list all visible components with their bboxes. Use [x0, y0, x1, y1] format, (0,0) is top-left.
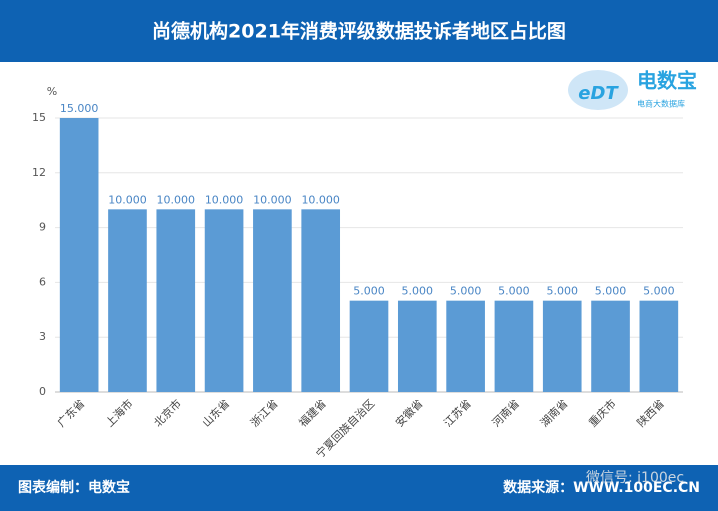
value-label: 10.000	[157, 193, 196, 206]
header-bar	[0, 0, 718, 62]
bar	[591, 300, 630, 392]
watermark: 微信号: i100ec	[586, 470, 684, 486]
bar	[639, 300, 679, 392]
bar	[253, 209, 292, 392]
y-tick-label: 0	[39, 385, 46, 398]
value-label: 5.000	[595, 285, 627, 298]
footer-bar	[0, 465, 718, 511]
bar	[108, 209, 147, 392]
y-axis-label: %	[47, 85, 57, 98]
bar	[397, 300, 437, 392]
bar	[494, 300, 534, 392]
bar	[59, 118, 99, 392]
bar	[301, 209, 341, 392]
value-label: 5.000	[402, 285, 434, 298]
value-label: 5.000	[546, 285, 578, 298]
y-tick-label: 12	[32, 166, 46, 179]
bar	[156, 209, 196, 392]
value-label: 15.000	[60, 102, 99, 115]
value-label: 5.000	[450, 285, 482, 298]
logo-cloud	[568, 70, 628, 110]
footer-left: 图表编制：电数宝	[18, 479, 130, 496]
value-label: 5.000	[643, 285, 675, 298]
logo-name: 电数宝	[637, 69, 697, 93]
y-tick-label: 9	[39, 221, 46, 234]
y-tick-label: 3	[39, 330, 46, 343]
value-label: 10.000	[108, 193, 147, 206]
value-label: 5.000	[353, 285, 385, 298]
value-label: 10.000	[253, 193, 292, 206]
y-tick-label: 15	[32, 111, 46, 124]
bar	[349, 300, 389, 392]
bar	[446, 300, 485, 392]
value-label: 10.000	[205, 193, 244, 206]
chart-title: 尚德机构2021年消费评级数据投诉者地区占比图	[152, 20, 566, 43]
bar	[542, 300, 582, 392]
logo-tagline: 电商大数据库	[637, 99, 685, 109]
footer-right: 数据来源：WWW.100EC.CN	[503, 479, 700, 496]
y-tick-label: 6	[39, 275, 46, 288]
logo: eDT 电数宝 电商大数据库	[568, 69, 697, 110]
bar	[204, 209, 244, 392]
value-label: 10.000	[301, 193, 340, 206]
logo-mark: eDT	[578, 83, 619, 104]
value-label: 5.000	[498, 285, 530, 298]
